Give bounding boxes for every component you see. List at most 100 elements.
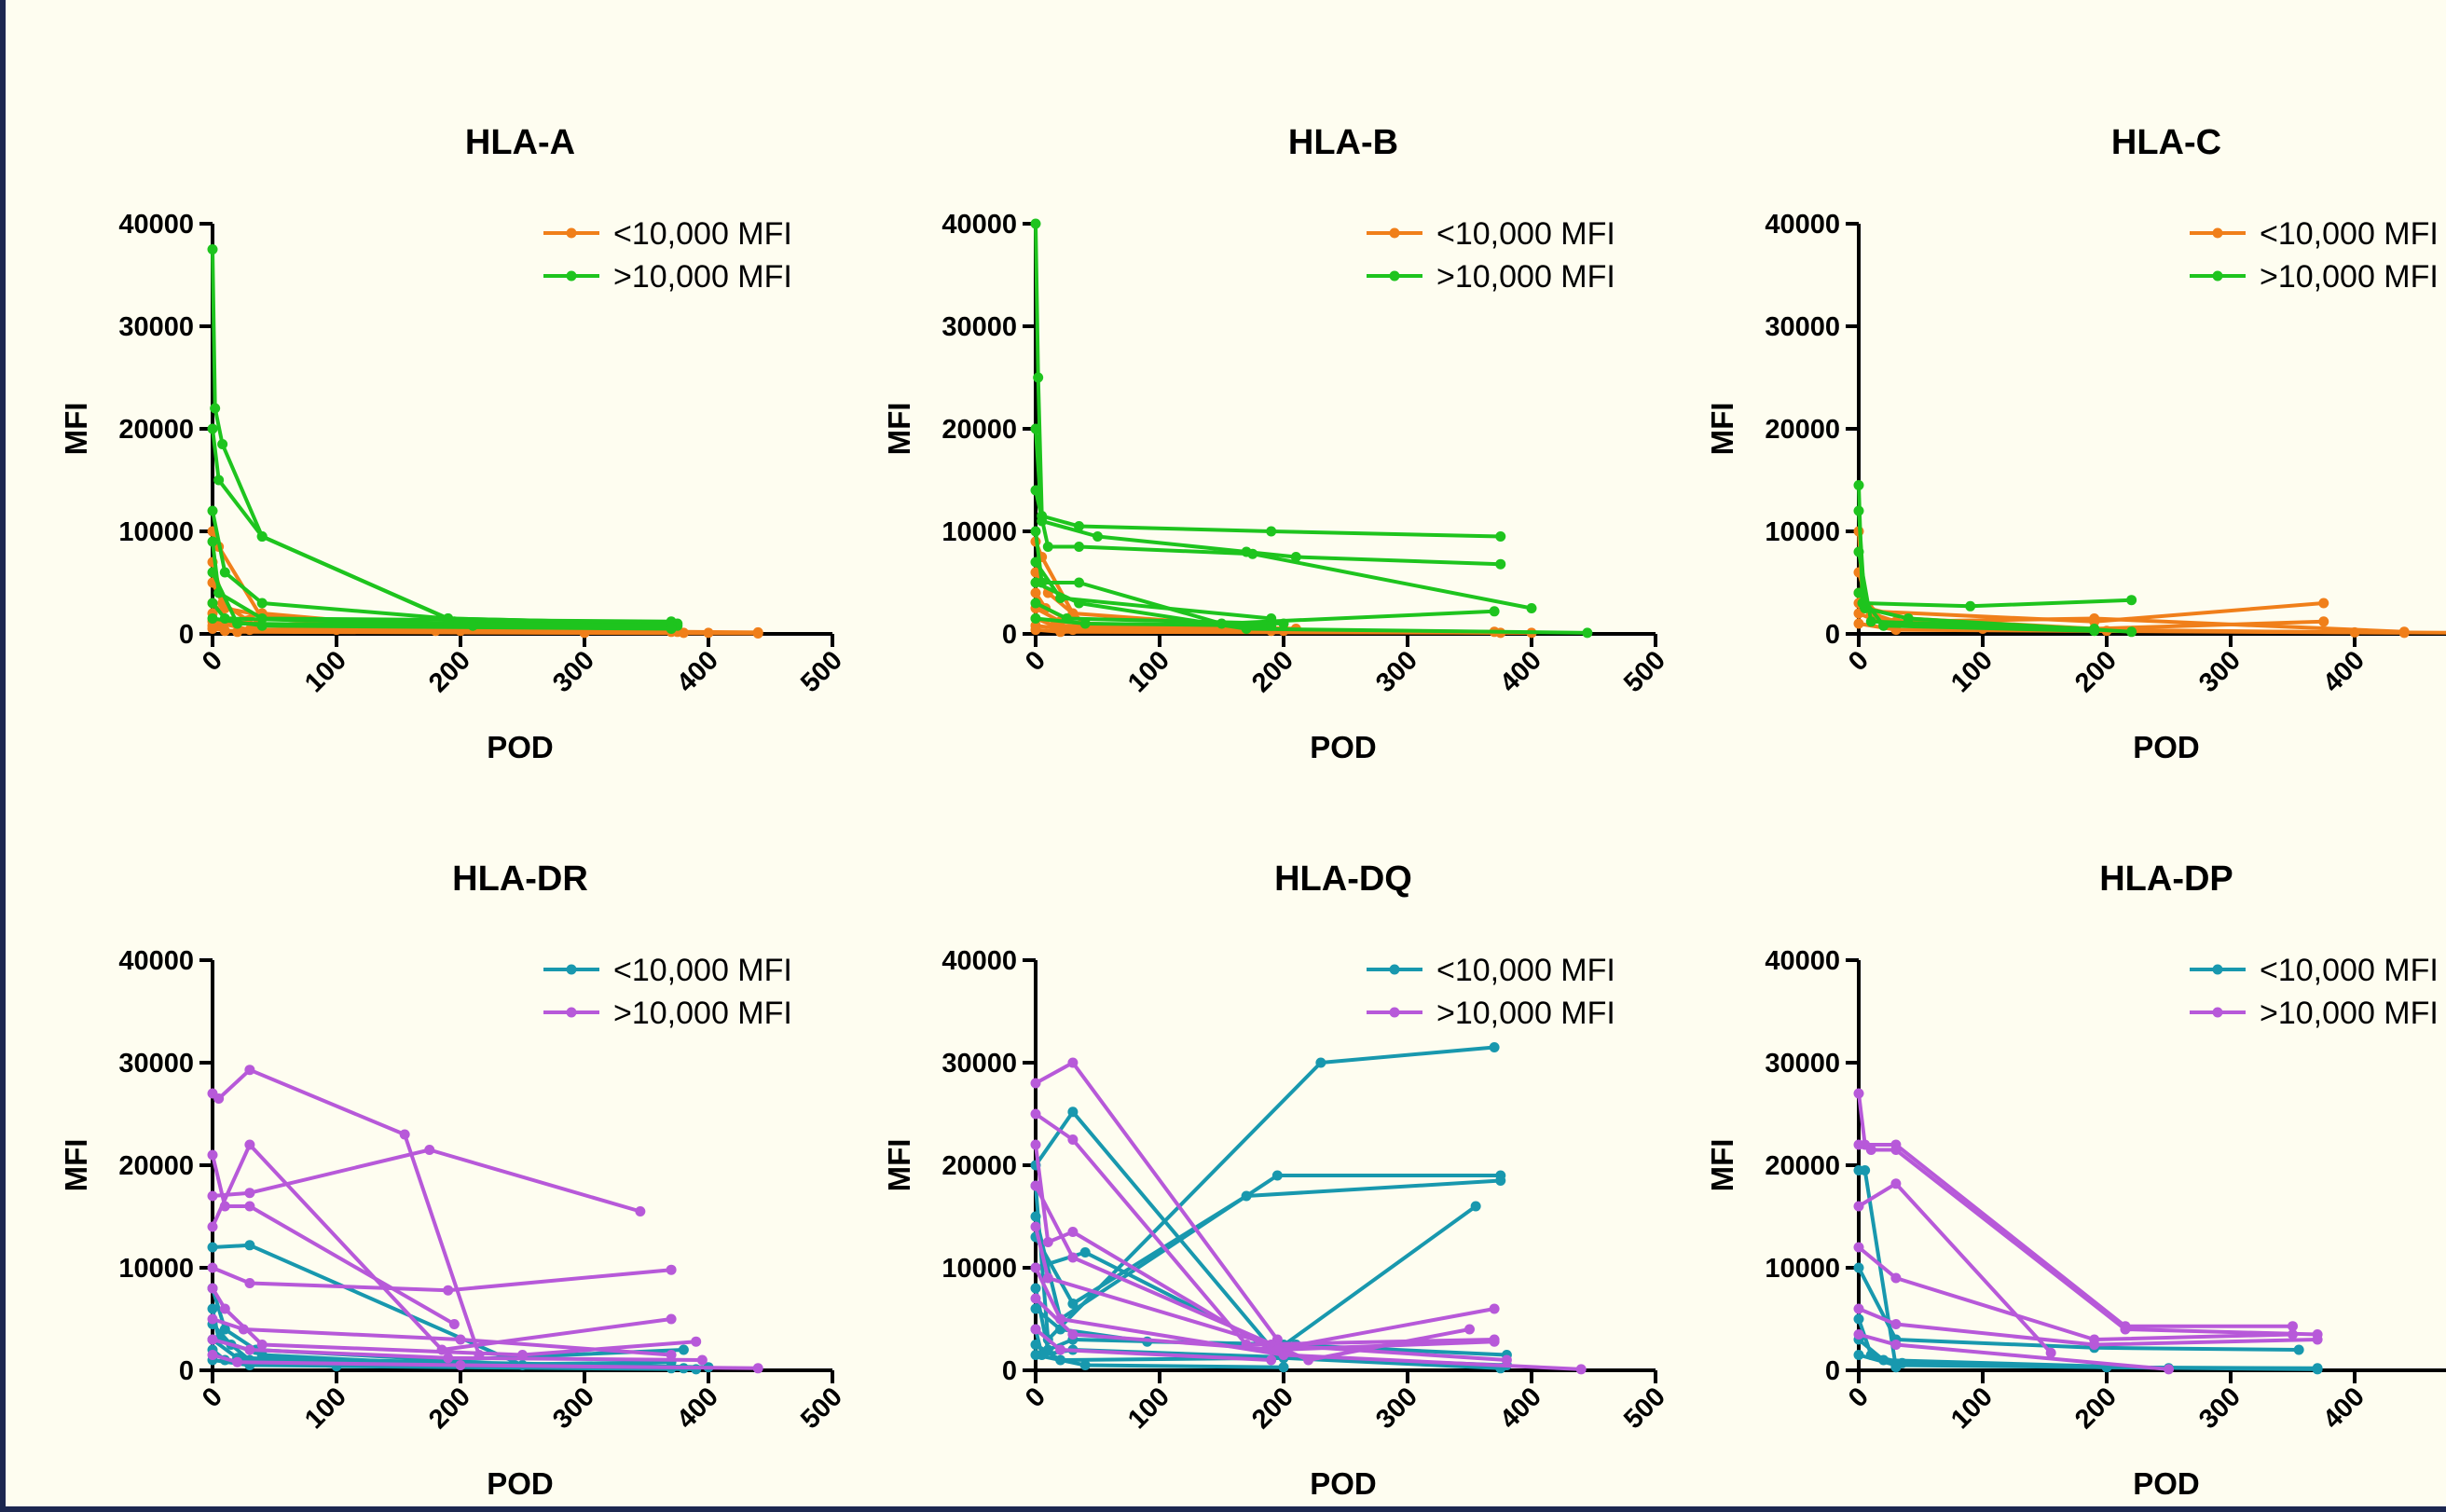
- data-point: [207, 1262, 218, 1273]
- data-point: [1853, 480, 1864, 490]
- chart-title: HLA-C: [2111, 123, 2221, 162]
- data-point: [232, 626, 243, 638]
- x-tick-label: 200: [2069, 645, 2123, 698]
- series-line: [1858, 1307, 2318, 1347]
- data-point: [1030, 1180, 1041, 1191]
- x-tick-label: 100: [1945, 1381, 1999, 1435]
- series-line: [1034, 1178, 1501, 1306]
- data-point: [1030, 1324, 1041, 1335]
- x-axis-label: POD: [487, 1466, 554, 1501]
- series-line: [1034, 428, 1501, 567]
- data-point: [1526, 603, 1537, 613]
- y-tick-label: 30000: [1765, 312, 1840, 342]
- data-point: [1030, 423, 1041, 434]
- data-point: [1890, 1360, 1902, 1370]
- data-point: [1030, 1303, 1041, 1314]
- data-point: [1030, 1293, 1041, 1304]
- legend-label: >10,000 MFI: [2260, 996, 2439, 1031]
- data-point: [1042, 1237, 1053, 1247]
- series-line: [1857, 530, 2324, 624]
- y-axis-label: MFI: [1705, 1139, 1739, 1192]
- series-low-mfi: [1030, 1042, 1512, 1374]
- series-high-mfi: [1030, 1057, 1587, 1375]
- data-point: [207, 1221, 218, 1232]
- data-point: [1092, 531, 1103, 542]
- data-point: [207, 598, 218, 609]
- x-tick-label: 0: [1020, 1381, 1051, 1413]
- data-point: [1067, 1107, 1079, 1118]
- panel-hla-c: HLA-C 0 10000 20000 30000 40000 0 100 200 300 400 5…: [1705, 123, 2446, 764]
- chart-title: HLA-B: [1288, 123, 1398, 162]
- data-point: [2164, 1364, 2174, 1375]
- data-point: [1965, 600, 1976, 612]
- x-tick-label: 100: [1122, 1381, 1175, 1435]
- data-point: [1030, 577, 1041, 588]
- data-point: [1501, 1354, 1512, 1366]
- data-point: [1030, 1108, 1041, 1120]
- series-high-mfi: [1853, 1088, 2323, 1375]
- panel-hla-dp: HLA-DP 0 10000 20000 30000 40000 0 100 200 300 400…: [1705, 859, 2446, 1501]
- x-tick-label: 300: [1370, 1381, 1423, 1435]
- legend-swatch-point: [566, 270, 577, 282]
- data-point: [1030, 1283, 1041, 1294]
- data-point: [1067, 1329, 1079, 1340]
- panel-hla-b: HLA-B 0 10000 20000 30000 40000 0 100 200 300 400 5…: [882, 123, 1671, 764]
- data-point: [244, 1065, 255, 1076]
- x-tick-label: 200: [1246, 1381, 1299, 1435]
- data-point: [666, 1264, 677, 1275]
- y-tick-label: 30000: [118, 312, 194, 342]
- y-axis-label: MFI: [882, 403, 916, 456]
- series-line: [211, 510, 678, 625]
- data-point: [1495, 531, 1506, 542]
- series-line: [1034, 1174, 1501, 1321]
- data-point: [455, 1360, 466, 1370]
- series-line: [212, 1353, 759, 1370]
- y-tick-label: 0: [1825, 1356, 1840, 1386]
- data-point: [1853, 1329, 1864, 1340]
- data-point: [1489, 606, 1500, 617]
- legend-label: <10,000 MFI: [613, 216, 792, 252]
- series-line: [1857, 1181, 2053, 1354]
- data-point: [1890, 1178, 1902, 1189]
- y-tick-label: 30000: [118, 1049, 194, 1079]
- y-tick-label: 40000: [1765, 946, 1840, 976]
- y-tick-label: 10000: [118, 1254, 194, 1284]
- legend-swatch-point: [1389, 270, 1400, 282]
- legend-swatch-point: [2212, 227, 2223, 239]
- y-tick-label: 0: [179, 1356, 194, 1386]
- data-point: [256, 598, 268, 609]
- series-line: [1034, 1112, 1495, 1347]
- data-point: [1278, 1362, 1289, 1373]
- x-tick-label: 200: [423, 645, 476, 698]
- x-tick-label: 200: [2069, 1381, 2123, 1435]
- data-point: [1055, 626, 1066, 638]
- panel-hla-dq: HLA-DQ 0 10000 20000 30000 40000 0 100 200 300 400…: [882, 859, 1671, 1501]
- data-point: [1290, 552, 1301, 562]
- data-point: [1865, 1145, 1876, 1155]
- series-line: [1035, 581, 1587, 635]
- data-point: [210, 403, 221, 414]
- data-point: [244, 1278, 255, 1288]
- series-line: [212, 1338, 703, 1362]
- data-point: [1055, 1344, 1066, 1355]
- x-tick-label: 100: [1945, 645, 1999, 698]
- data-point: [1079, 1247, 1091, 1258]
- data-point: [207, 1313, 218, 1325]
- legend-label: >10,000 MFI: [2260, 259, 2439, 295]
- x-tick-label: 400: [2317, 1381, 2370, 1435]
- x-axis-label: POD: [2133, 1466, 2200, 1501]
- y-axis-label: MFI: [1705, 403, 1739, 456]
- data-point: [1853, 1242, 1864, 1253]
- data-point: [1575, 1364, 1587, 1375]
- x-tick-label: 500: [1618, 645, 1671, 698]
- data-point: [2293, 1344, 2304, 1355]
- data-point: [207, 1283, 218, 1294]
- legend-swatch-point: [566, 227, 577, 239]
- data-point: [1315, 1057, 1326, 1068]
- data-point: [1030, 613, 1041, 624]
- data-point: [1030, 218, 1041, 229]
- series-line: [211, 541, 672, 624]
- data-point: [1853, 1262, 1864, 1273]
- chart-title: HLA-DR: [452, 859, 588, 899]
- data-point: [207, 613, 218, 624]
